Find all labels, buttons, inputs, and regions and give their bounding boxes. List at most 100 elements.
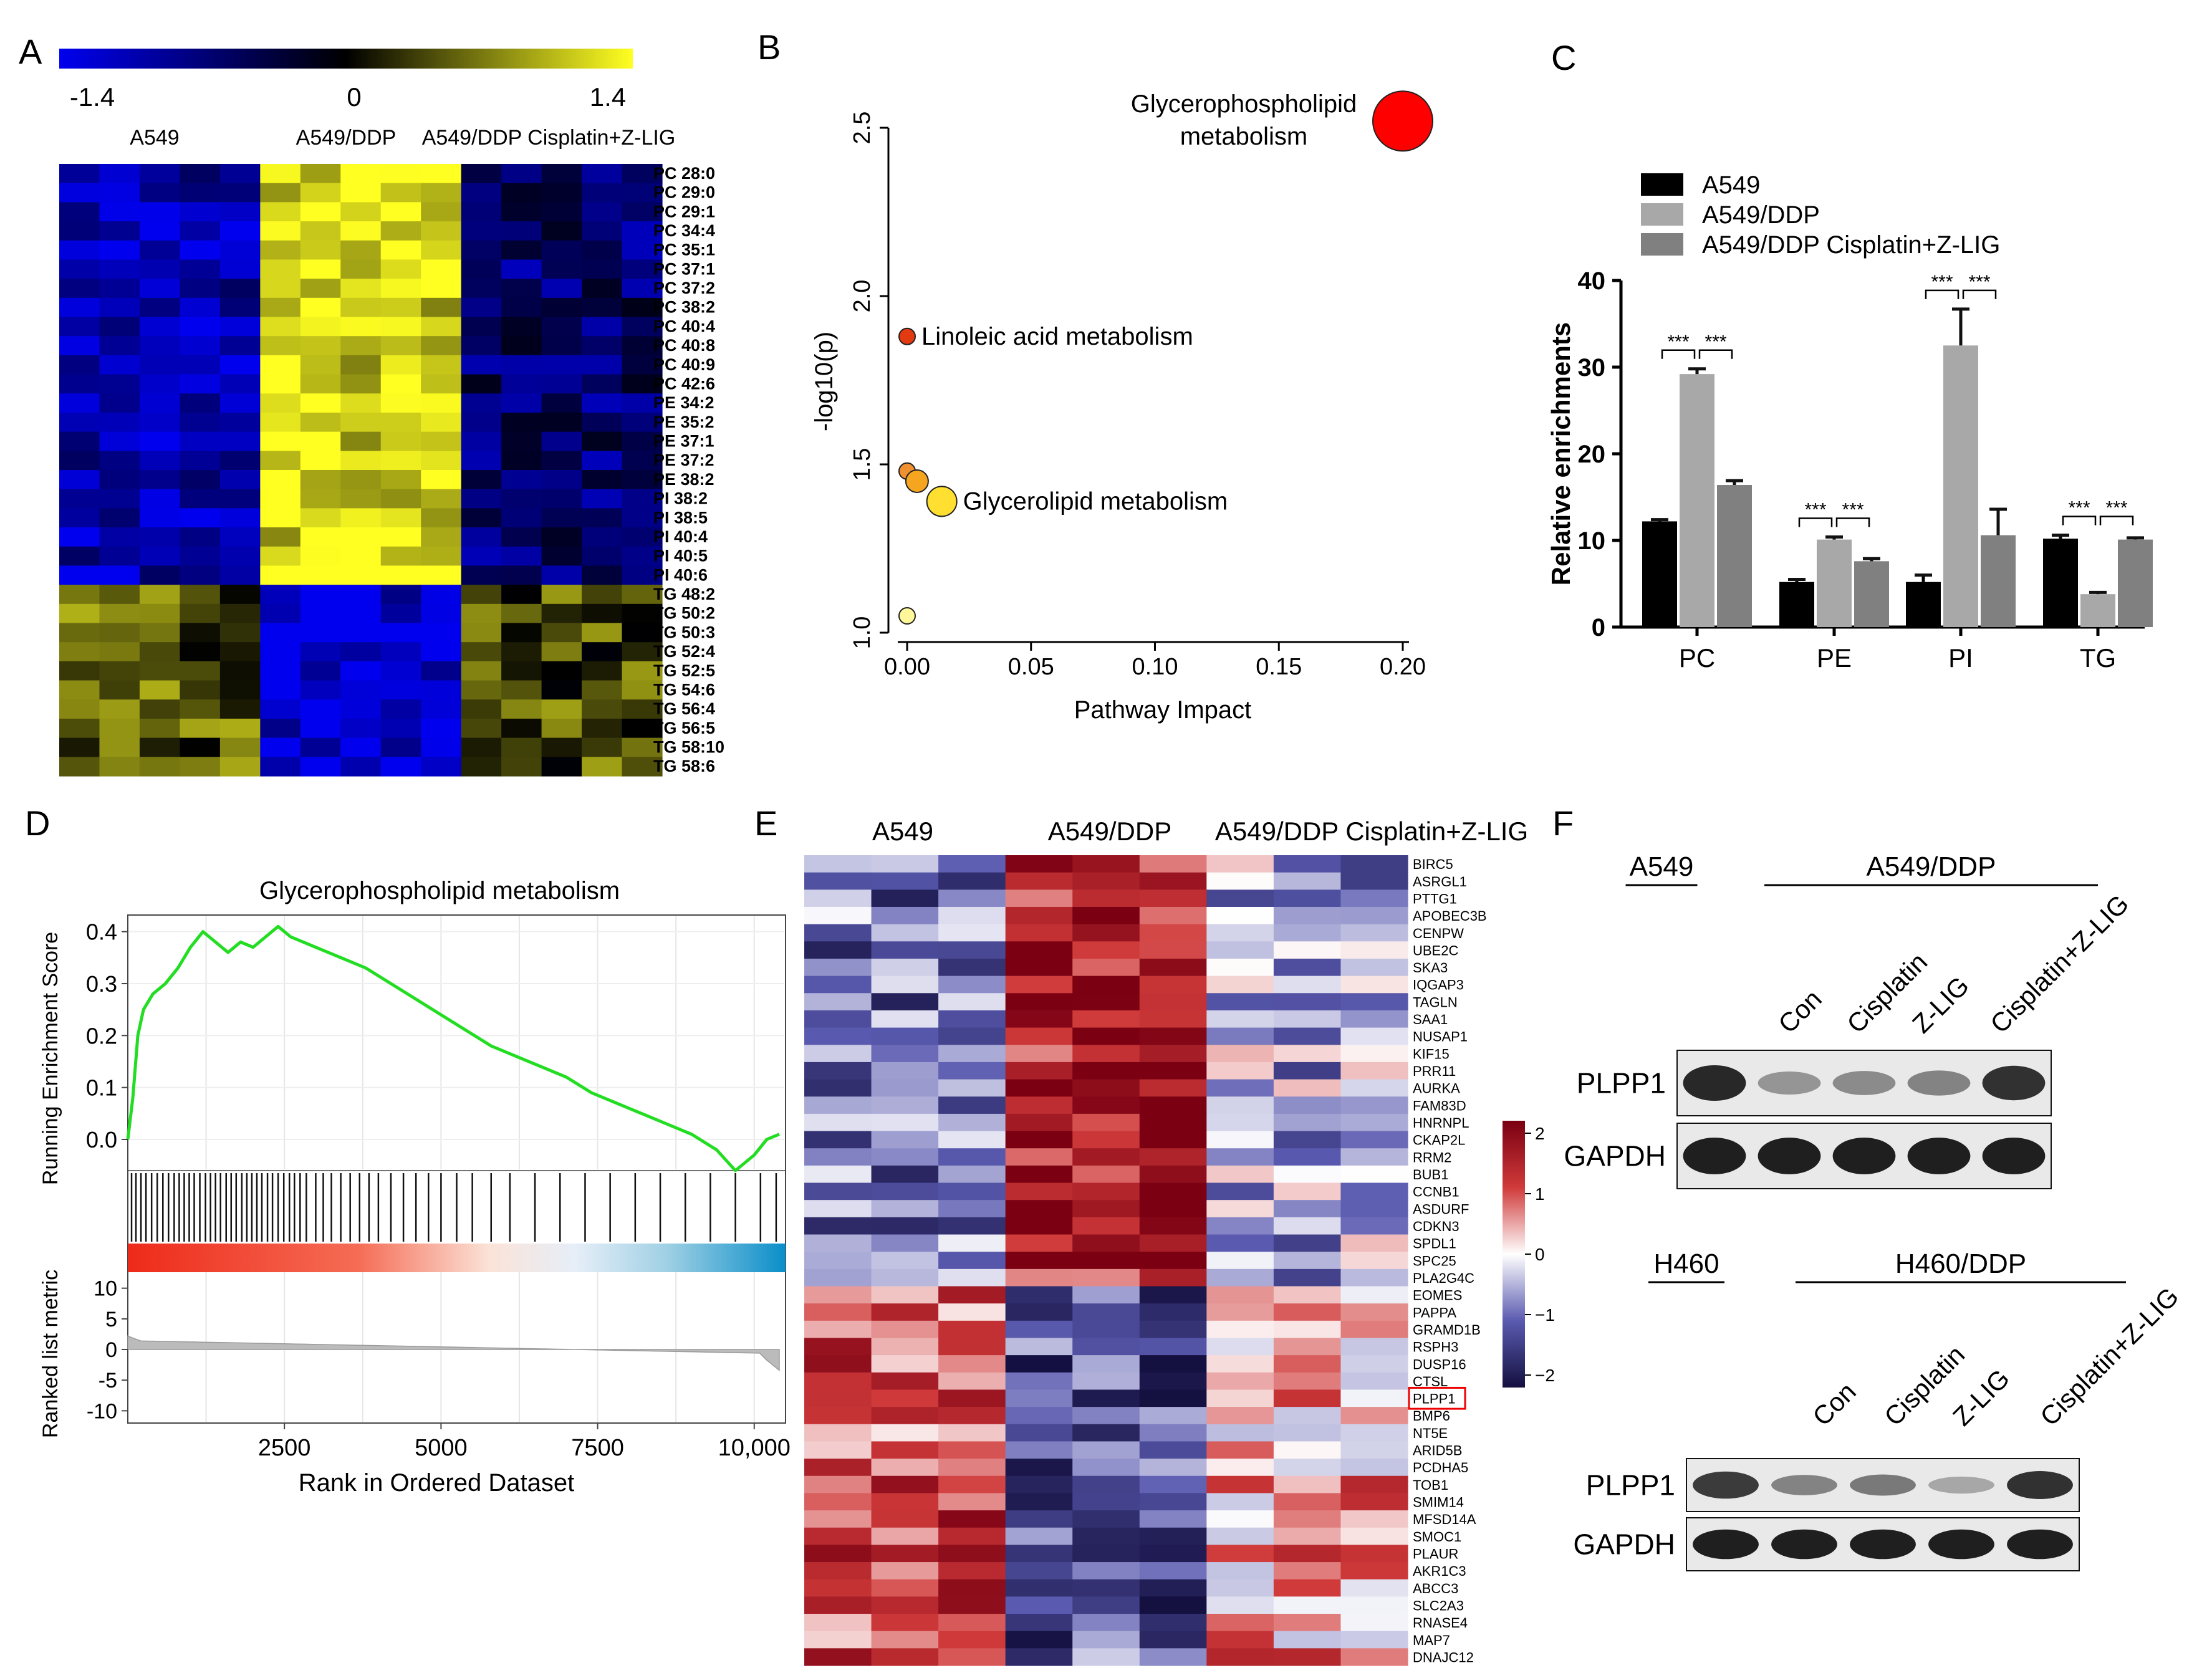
heatmap-cell <box>300 336 341 356</box>
heatmap-cell <box>622 527 663 547</box>
heatmap-cell <box>219 374 261 394</box>
heatmap-cell <box>461 374 502 394</box>
heatmap-cell <box>219 642 261 662</box>
heatmap-cell <box>380 470 421 490</box>
heatmap-cell <box>1206 1527 1274 1545</box>
heatmap-cell <box>871 1527 939 1545</box>
heatmap-cell <box>1139 1234 1207 1252</box>
heatmap-cell <box>260 183 301 203</box>
heatmap-cell <box>1005 1562 1073 1580</box>
heatmap-cell <box>1340 924 1408 942</box>
heatmap-cell <box>871 924 939 942</box>
panel-a-row-label: PE 37:2 <box>653 451 714 469</box>
heatmap-cell <box>1005 1234 1073 1252</box>
heatmap-cell <box>139 623 180 643</box>
heatmap-cell <box>1340 1010 1408 1028</box>
heatmap-cell <box>938 1200 1006 1218</box>
heatmap-cell <box>1273 976 1342 994</box>
heatmap-cell <box>1206 1562 1274 1580</box>
heatmap-cell <box>501 680 542 700</box>
panel-e-colorbar-tick-label: −2 <box>1535 1366 1555 1385</box>
panel-a-letter: A <box>19 32 42 71</box>
heatmap-cell <box>1139 1320 1207 1339</box>
panel-e-group-label: A549/DDP Cisplatin+Z-LIG <box>1215 817 1528 846</box>
heatmap-cell <box>219 699 261 719</box>
heatmap-cell <box>59 431 100 451</box>
heatmap-cell <box>180 279 221 299</box>
heatmap-cell <box>804 1648 872 1666</box>
heatmap-cell <box>340 661 382 681</box>
heatmap-cell <box>461 565 502 585</box>
heatmap-cell <box>99 527 140 547</box>
heatmap-cell <box>180 431 221 451</box>
heatmap-cell <box>871 1268 939 1287</box>
heatmap-cell <box>1139 1631 1207 1649</box>
panel-e-letter: E <box>754 803 777 843</box>
panel-e-gene-label: IQGAP3 <box>1413 977 1464 993</box>
heatmap-cell <box>1273 993 1342 1011</box>
blot-lane-label: Cisplatin+Z-LIG <box>1984 889 2134 1038</box>
heatmap-cell <box>1273 1459 1342 1477</box>
panel-e-colorbar-tick-label: 0 <box>1535 1245 1545 1264</box>
panel-b-y-tick-label: 1.5 <box>849 448 875 481</box>
heatmap-cell <box>1273 1268 1342 1287</box>
heatmap-cell <box>421 221 462 241</box>
heatmap-cell <box>804 1631 872 1649</box>
heatmap-cell <box>340 164 382 184</box>
heatmap-cell <box>1340 1062 1408 1080</box>
panel-c-bar <box>2043 539 2078 627</box>
heatmap-cell <box>582 565 623 585</box>
heatmap-cell <box>1273 1545 1342 1563</box>
heatmap-cell <box>139 279 180 299</box>
heatmap-cell <box>1206 1407 1274 1425</box>
heatmap-cell <box>1340 1303 1408 1321</box>
panel-c-significance-stars: *** <box>2068 498 2090 519</box>
heatmap-cell <box>421 737 462 757</box>
heatmap-cell <box>219 221 261 241</box>
heatmap-cell <box>99 279 140 299</box>
heatmap-cell <box>1072 1631 1140 1649</box>
heatmap-cell <box>1273 1372 1342 1391</box>
heatmap-cell <box>1072 1062 1140 1080</box>
heatmap-cell <box>1139 1648 1207 1666</box>
heatmap-cell <box>541 412 582 433</box>
heatmap-cell <box>260 489 301 509</box>
panel-e-gene-label: TOB1 <box>1413 1477 1448 1493</box>
heatmap-cell <box>1340 1562 1408 1580</box>
heatmap-cell <box>1072 1113 1140 1132</box>
heatmap-cell <box>804 1234 872 1252</box>
panel-e-gene-label: DUSP16 <box>1413 1356 1466 1372</box>
heatmap-cell <box>871 1545 939 1563</box>
heatmap-cell <box>1273 958 1342 977</box>
blot-band <box>1693 1529 1759 1560</box>
panel-c-y-tick-label: 30 <box>1578 354 1606 381</box>
panel-e-gene-label: RRM2 <box>1413 1149 1451 1165</box>
panel-e-gene-label: UBE2C <box>1413 942 1458 958</box>
heatmap-cell <box>219 202 261 222</box>
heatmap-cell <box>461 259 502 279</box>
heatmap-cell <box>59 527 100 547</box>
heatmap-cell <box>380 393 421 413</box>
heatmap-cell <box>501 642 542 662</box>
heatmap-cell <box>99 374 140 394</box>
heatmap-cell <box>541 183 582 203</box>
panel-a-group-label: A549/DDP Cisplatin+Z-LIG <box>422 126 676 150</box>
heatmap-cell <box>1139 1545 1207 1563</box>
heatmap-cell <box>1005 941 1073 959</box>
panel-d-title: Glycerophospholipid metabolism <box>259 877 620 904</box>
heatmap-cell <box>380 183 421 203</box>
heatmap-cell <box>219 718 261 739</box>
panel-c-significance-bracket <box>1661 349 1696 359</box>
heatmap-cell <box>461 164 502 184</box>
heatmap-cell <box>340 718 382 739</box>
heatmap-cell <box>871 1045 939 1063</box>
heatmap-cell <box>1005 1096 1073 1115</box>
heatmap-cell <box>421 718 462 739</box>
heatmap-cell <box>380 336 421 356</box>
heatmap-cell <box>1005 1200 1073 1218</box>
heatmap-cell <box>622 680 663 700</box>
heatmap-cell <box>1273 1252 1342 1270</box>
heatmap-cell <box>300 451 341 471</box>
heatmap-cell <box>1273 1338 1342 1356</box>
heatmap-cell <box>1139 941 1207 959</box>
